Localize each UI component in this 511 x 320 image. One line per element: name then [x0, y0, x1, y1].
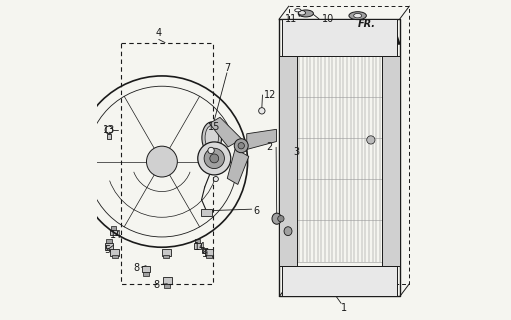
- Ellipse shape: [298, 10, 313, 17]
- Ellipse shape: [295, 9, 301, 12]
- Polygon shape: [227, 148, 249, 184]
- Bar: [201, 210, 212, 216]
- Bar: [109, 230, 117, 236]
- Ellipse shape: [284, 227, 292, 236]
- Bar: [163, 277, 172, 284]
- Text: 8: 8: [154, 280, 160, 290]
- Circle shape: [277, 215, 284, 222]
- Bar: [206, 254, 212, 258]
- Text: 13: 13: [103, 125, 115, 135]
- Ellipse shape: [354, 13, 362, 18]
- Text: 14: 14: [194, 242, 206, 252]
- Bar: [162, 249, 171, 256]
- Ellipse shape: [349, 12, 366, 20]
- Bar: [280, 56, 297, 266]
- Text: FR.: FR.: [357, 19, 376, 28]
- Polygon shape: [210, 117, 242, 147]
- Circle shape: [198, 142, 231, 175]
- Bar: [111, 226, 116, 230]
- Circle shape: [204, 148, 224, 169]
- Text: 12: 12: [264, 90, 276, 100]
- Text: 8: 8: [133, 263, 139, 273]
- Polygon shape: [247, 129, 276, 149]
- Bar: [143, 272, 149, 276]
- Text: 5: 5: [104, 245, 110, 255]
- Circle shape: [259, 108, 265, 114]
- Bar: [107, 134, 110, 139]
- Text: 1: 1: [341, 302, 347, 313]
- Bar: [106, 239, 112, 244]
- Bar: [164, 284, 171, 288]
- Bar: [163, 254, 169, 258]
- Bar: [195, 239, 200, 243]
- Circle shape: [367, 136, 375, 144]
- Bar: [382, 56, 400, 266]
- Bar: [142, 266, 151, 272]
- Text: 15: 15: [208, 122, 221, 132]
- Bar: [201, 248, 207, 253]
- Circle shape: [234, 139, 248, 153]
- Text: 10: 10: [321, 14, 334, 24]
- Circle shape: [210, 154, 219, 163]
- Circle shape: [208, 147, 214, 154]
- Text: 11: 11: [286, 14, 298, 24]
- Bar: [282, 266, 397, 296]
- Bar: [110, 249, 119, 256]
- Bar: [105, 244, 113, 250]
- Ellipse shape: [298, 11, 306, 15]
- Ellipse shape: [205, 125, 218, 150]
- Text: 9: 9: [201, 249, 207, 259]
- Ellipse shape: [272, 213, 282, 224]
- Circle shape: [238, 142, 244, 149]
- Bar: [111, 254, 118, 258]
- Text: 3: 3: [293, 147, 299, 157]
- Circle shape: [213, 177, 218, 181]
- Text: 14: 14: [109, 229, 122, 240]
- Circle shape: [147, 146, 177, 177]
- Bar: [194, 243, 201, 249]
- Text: 2: 2: [267, 142, 273, 152]
- Text: 6: 6: [253, 206, 259, 216]
- Text: 7: 7: [224, 63, 230, 73]
- Text: 4: 4: [156, 28, 162, 38]
- Ellipse shape: [202, 122, 222, 154]
- Bar: [204, 249, 214, 256]
- Bar: [282, 19, 397, 56]
